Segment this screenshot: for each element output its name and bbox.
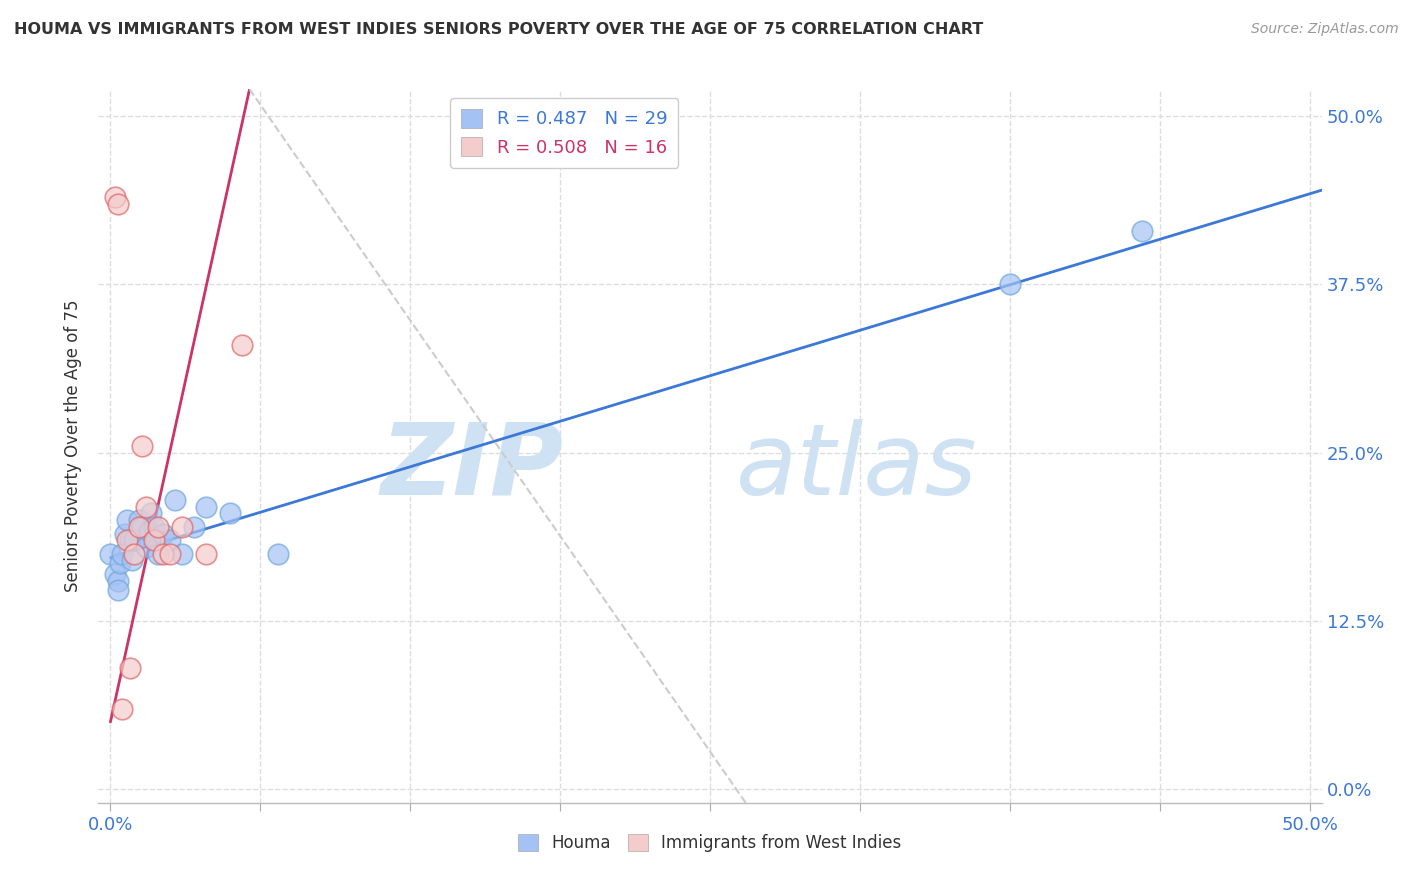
Point <box>135 500 157 514</box>
Point <box>998 277 1021 292</box>
Point <box>111 701 134 715</box>
Point <box>107 196 129 211</box>
Point <box>148 520 170 534</box>
Point <box>145 533 167 548</box>
Point <box>165 492 187 507</box>
Point <box>159 533 181 548</box>
Point <box>152 526 174 541</box>
Point <box>267 547 290 561</box>
Point <box>128 520 150 534</box>
Point <box>131 439 153 453</box>
Point <box>195 500 218 514</box>
Text: atlas: atlas <box>735 419 977 516</box>
Point <box>124 533 146 548</box>
Text: ZIP: ZIP <box>380 419 564 516</box>
Text: HOUMA VS IMMIGRANTS FROM WEST INDIES SENIORS POVERTY OVER THE AGE OF 75 CORRELAT: HOUMA VS IMMIGRANTS FROM WEST INDIES SEN… <box>14 22 983 37</box>
Point <box>108 556 131 570</box>
Text: Source: ZipAtlas.com: Source: ZipAtlas.com <box>1251 22 1399 37</box>
Point <box>138 524 160 538</box>
Point <box>183 520 205 534</box>
Point <box>128 513 150 527</box>
Point <box>142 533 165 548</box>
Point <box>104 190 127 204</box>
Point <box>107 583 129 598</box>
Y-axis label: Seniors Poverty Over the Age of 75: Seniors Poverty Over the Age of 75 <box>65 300 83 592</box>
Point <box>1130 223 1153 237</box>
Legend: Houma, Immigrants from West Indies: Houma, Immigrants from West Indies <box>512 827 908 859</box>
Point <box>118 533 141 548</box>
Point <box>159 547 181 561</box>
Point <box>118 661 141 675</box>
Point <box>231 338 253 352</box>
Point <box>100 547 122 561</box>
Point <box>104 566 127 581</box>
Point <box>142 520 165 534</box>
Point <box>152 547 174 561</box>
Point <box>219 506 242 520</box>
Point <box>115 513 138 527</box>
Point <box>115 533 138 548</box>
Point <box>141 506 163 520</box>
Point <box>124 547 146 561</box>
Point <box>111 547 134 561</box>
Point <box>114 526 136 541</box>
Point <box>172 547 194 561</box>
Point <box>107 574 129 588</box>
Point <box>121 553 143 567</box>
Point <box>148 547 170 561</box>
Point <box>131 520 153 534</box>
Point <box>135 540 157 554</box>
Point <box>172 520 194 534</box>
Point <box>195 547 218 561</box>
